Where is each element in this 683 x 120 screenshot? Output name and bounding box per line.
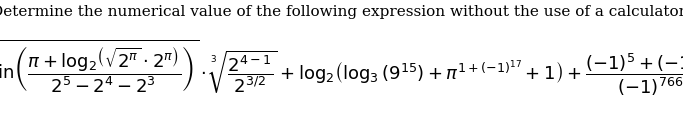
Text: $\sqrt{\sin\!\left(\dfrac{\pi + \log_2\!\left(\sqrt{2^\pi} \cdot 2^\pi\right)}{2: $\sqrt{\sin\!\left(\dfrac{\pi + \log_2\!… [0, 37, 683, 98]
Text: Determine the numerical value of the following expression without the use of a c: Determine the numerical value of the fol… [0, 5, 683, 19]
